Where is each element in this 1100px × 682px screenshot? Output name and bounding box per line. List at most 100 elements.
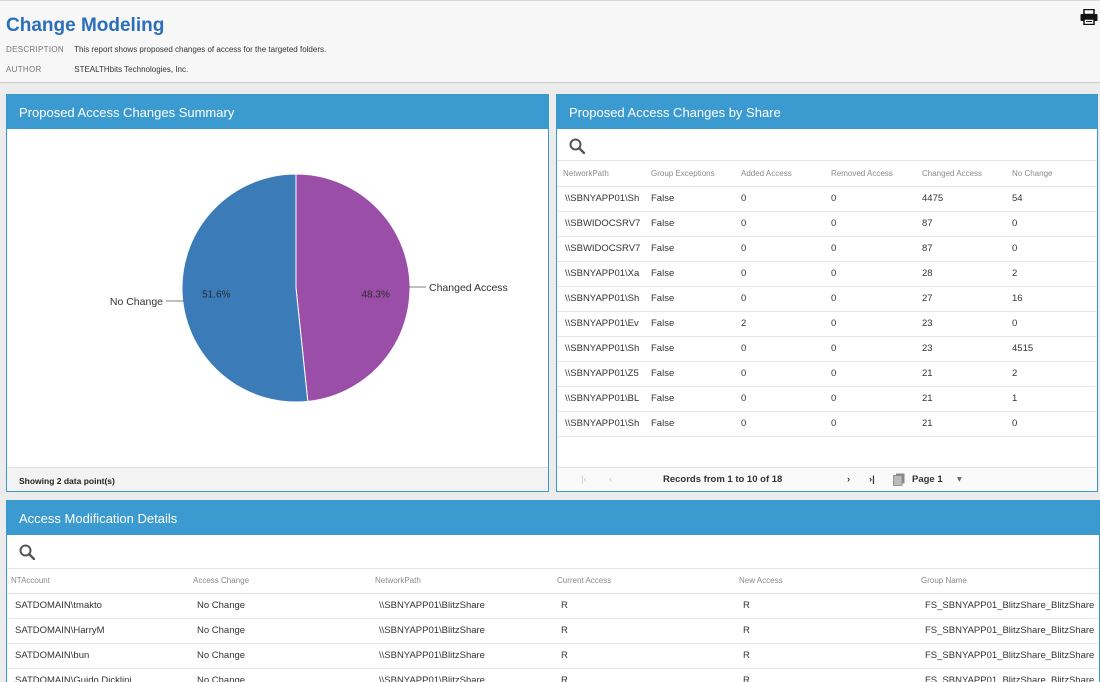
pages-icon <box>893 473 905 486</box>
details-table-cell: R <box>553 618 735 644</box>
details-table-cell: R <box>735 643 917 669</box>
prev-page-button[interactable]: ‹ <box>609 474 613 485</box>
share-table-cell: False <box>645 411 735 437</box>
first-page-button[interactable]: |‹ <box>581 474 587 485</box>
share-column-header[interactable]: Added Access <box>735 161 825 187</box>
share-table-cell: False <box>645 261 735 287</box>
share-pager: |‹ ‹ Records from 1 to 10 of 18 › ›| Pag… <box>557 467 1097 491</box>
share-column-header[interactable]: Group Exceptions <box>645 161 735 187</box>
details-table-cell: \\SBNYAPP01\BlitzShare <box>371 643 553 669</box>
share-table-cell: 2 <box>735 311 825 337</box>
page-dropdown-icon[interactable]: ▾ <box>957 474 962 485</box>
details-column-header[interactable]: Access Change <box>189 569 371 594</box>
printer-icon[interactable] <box>1080 9 1098 25</box>
description-text: This report shows proposed changes of ac… <box>74 45 327 54</box>
details-table-cell: R <box>735 668 917 682</box>
details-column-header[interactable]: New Access <box>735 569 917 594</box>
share-table-cell: 0 <box>735 361 825 387</box>
details-column-header[interactable]: NTAccount <box>7 569 189 594</box>
share-table-cell: \\SBNYAPP01\Xa <box>557 261 645 287</box>
author-text: STEALTHbits Technologies, Inc. <box>74 65 189 74</box>
share-table: NetworkPath Group Exceptions Added Access R… <box>557 161 1097 437</box>
details-table-cell: R <box>735 618 917 644</box>
details-table-row[interactable]: SATDOMAIN\tmakto No Change \\SBNYAPP01\Bli… <box>7 593 1099 619</box>
pie-chart: 48.3% Changed Access 51.6% No Change <box>110 173 508 403</box>
share-column-header[interactable]: Removed Access <box>825 161 916 187</box>
share-table-cell: 0 <box>825 361 916 387</box>
share-table-cell: 0 <box>1006 411 1097 437</box>
share-table-cell: 0 <box>1006 236 1097 262</box>
share-table-cell: 2 <box>1006 361 1097 387</box>
share-table-cell: 0 <box>1006 211 1097 237</box>
details-column-header[interactable]: Group Name <box>917 569 1099 594</box>
share-table-cell: 0 <box>825 236 916 262</box>
share-table-row[interactable]: \\SBNYAPP01\Sh False 0 0 4475 54 <box>557 186 1097 212</box>
share-table-cell: 21 <box>916 386 1006 412</box>
share-table-cell: 0 <box>825 261 916 287</box>
share-table-row[interactable]: \\SBNYAPP01\Sh False 0 0 21 0 <box>557 411 1097 437</box>
author-row: AUTHOR STEALTHbits Technologies, Inc. <box>6 65 188 74</box>
details-table-row[interactable]: SATDOMAIN\HarryM No Change \\SBNYAPP01\Bli… <box>7 618 1099 644</box>
next-page-button[interactable]: › <box>847 474 851 485</box>
pie-slice[interactable] <box>181 173 309 403</box>
details-panel-title: Access Modification Details <box>7 501 1099 535</box>
data-points-footer: Showing 2 data point(s) <box>7 467 548 491</box>
last-page-button[interactable]: ›| <box>869 474 875 485</box>
share-table-cell: \\SBNYAPP01\Sh <box>557 186 645 212</box>
share-table-row[interactable]: \\SBWIDOCSRV7 False 0 0 87 0 <box>557 236 1097 262</box>
details-table-header: NTAccount Access Change NetworkPath Current… <box>7 569 1099 594</box>
share-table-cell: 0 <box>825 411 916 437</box>
share-table-cell: 21 <box>916 411 1006 437</box>
share-search-bar <box>557 129 1097 161</box>
share-table-cell: 0 <box>735 261 825 287</box>
share-table-cell: \\SBNYAPP01\Sh <box>557 411 645 437</box>
share-table-cell: 2 <box>1006 261 1097 287</box>
share-table-cell: 0 <box>825 286 916 312</box>
share-column-header[interactable]: Changed Access <box>916 161 1006 187</box>
share-table-row[interactable]: \\SBNYAPP01\Sh False 0 0 27 16 <box>557 286 1097 312</box>
details-table-cell: SATDOMAIN\bun <box>7 643 189 669</box>
share-table-row[interactable]: \\SBWIDOCSRV7 False 0 0 87 0 <box>557 211 1097 237</box>
details-table-cell: R <box>735 593 917 619</box>
details-table-cell: No Change <box>189 618 371 644</box>
share-table-cell: \\SBWIDOCSRV7 <box>557 211 645 237</box>
search-icon[interactable] <box>569 138 585 154</box>
share-table-cell: 16 <box>1006 286 1097 312</box>
details-column-header[interactable]: Current Access <box>553 569 735 594</box>
share-table-cell: 0 <box>735 386 825 412</box>
page-selector[interactable]: Page 1 <box>912 474 943 485</box>
details-column-header[interactable]: NetworkPath <box>371 569 553 594</box>
share-table-row[interactable]: \\SBNYAPP01\Xa False 0 0 28 2 <box>557 261 1097 287</box>
share-table-row[interactable]: \\SBNYAPP01\BL False 0 0 21 1 <box>557 386 1097 412</box>
share-table-cell: 1 <box>1006 386 1097 412</box>
share-table-cell: 0 <box>735 286 825 312</box>
share-table-cell: 28 <box>916 261 1006 287</box>
share-table-cell: 27 <box>916 286 1006 312</box>
description-label: DESCRIPTION <box>6 45 64 54</box>
share-table-cell: 0 <box>735 236 825 262</box>
pie-slice[interactable] <box>295 173 411 402</box>
details-table-cell: R <box>553 593 735 619</box>
description-row: DESCRIPTION This report shows proposed c… <box>6 45 326 54</box>
share-table-cell: 0 <box>825 386 916 412</box>
records-count: Records from 1 to 10 of 18 <box>663 474 783 485</box>
details-table-row[interactable]: SATDOMAIN\Guido.Dicklini No Change \\SBNYA… <box>7 668 1099 682</box>
pie-percent-label: 48.3% <box>362 290 390 301</box>
share-panel: Proposed Access Changes by Share Network… <box>556 94 1098 492</box>
share-table-cell: 0 <box>825 311 916 337</box>
share-table-header: NetworkPath Group Exceptions Added Access R… <box>557 161 1097 187</box>
share-table-cell: 23 <box>916 336 1006 362</box>
share-table-row[interactable]: \\SBNYAPP01\Sh False 0 0 23 4515 <box>557 336 1097 362</box>
share-table-cell: False <box>645 286 735 312</box>
share-table-row[interactable]: \\SBNYAPP01\Ev False 2 0 23 0 <box>557 311 1097 337</box>
share-table-cell: False <box>645 311 735 337</box>
share-table-cell: 0 <box>825 336 916 362</box>
details-table-cell: No Change <box>189 643 371 669</box>
share-column-header[interactable]: No Change <box>1006 161 1097 187</box>
share-column-header[interactable]: NetworkPath <box>557 161 645 187</box>
share-table-cell: 87 <box>916 211 1006 237</box>
search-icon[interactable] <box>19 544 35 560</box>
share-table-row[interactable]: \\SBNYAPP01\Z5 False 0 0 21 2 <box>557 361 1097 387</box>
details-table-cell: SATDOMAIN\HarryM <box>7 618 189 644</box>
details-table-row[interactable]: SATDOMAIN\bun No Change \\SBNYAPP01\BlitzS… <box>7 643 1099 669</box>
